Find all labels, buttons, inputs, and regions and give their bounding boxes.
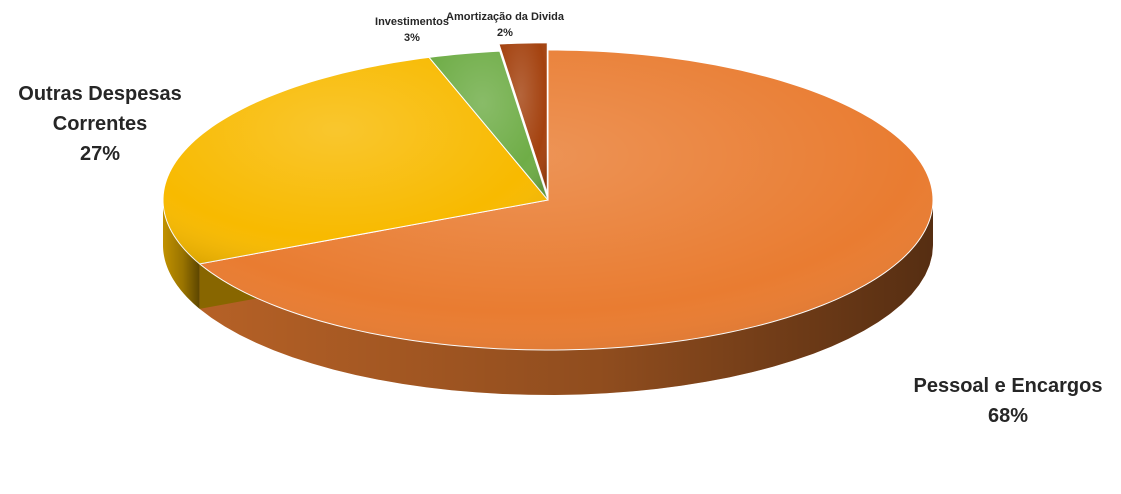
data-label-percent: 3% bbox=[404, 32, 420, 44]
pie-slice-shine-pessoal-e-encargos bbox=[199, 50, 933, 350]
data-label-percent: 2% bbox=[497, 27, 513, 39]
data-label-percent: 27% bbox=[80, 143, 120, 165]
pie-slice-shine-amortizacao-da-divida bbox=[498, 42, 548, 193]
data-label-text: Investimentos bbox=[375, 16, 449, 28]
pie-slice-shine-outras-despesas-correntes bbox=[163, 57, 548, 264]
data-label-percent: 68% bbox=[988, 405, 1028, 427]
data-label-outras-despesas-correntes: Outras Despesas Correntes 27% bbox=[18, 83, 181, 165]
pie-labels: Pessoal e Encargos 68% Outras Despesas Corr… bbox=[18, 11, 1102, 427]
data-label-text: Outras Despesas bbox=[18, 83, 181, 105]
pie-top-faces bbox=[162, 42, 934, 351]
data-label-text: Pessoal e Encargos bbox=[914, 375, 1103, 397]
data-label-investimentos: Investimentos 3% bbox=[375, 16, 449, 44]
data-label-amortizacao-da-divida: Amortização da Divida 2% bbox=[446, 11, 565, 39]
pie-side-shade-pessoal-e-encargos bbox=[199, 200, 933, 395]
pie-slice-shine-investimentos bbox=[429, 51, 548, 201]
data-label-pessoal-e-encargos: Pessoal e Encargos 68% bbox=[914, 375, 1103, 427]
data-label-text: Correntes bbox=[53, 113, 147, 135]
pie-side-shade-outras-despesas-correntes bbox=[163, 200, 200, 309]
data-label-text: Amortização da Divida bbox=[446, 11, 565, 23]
